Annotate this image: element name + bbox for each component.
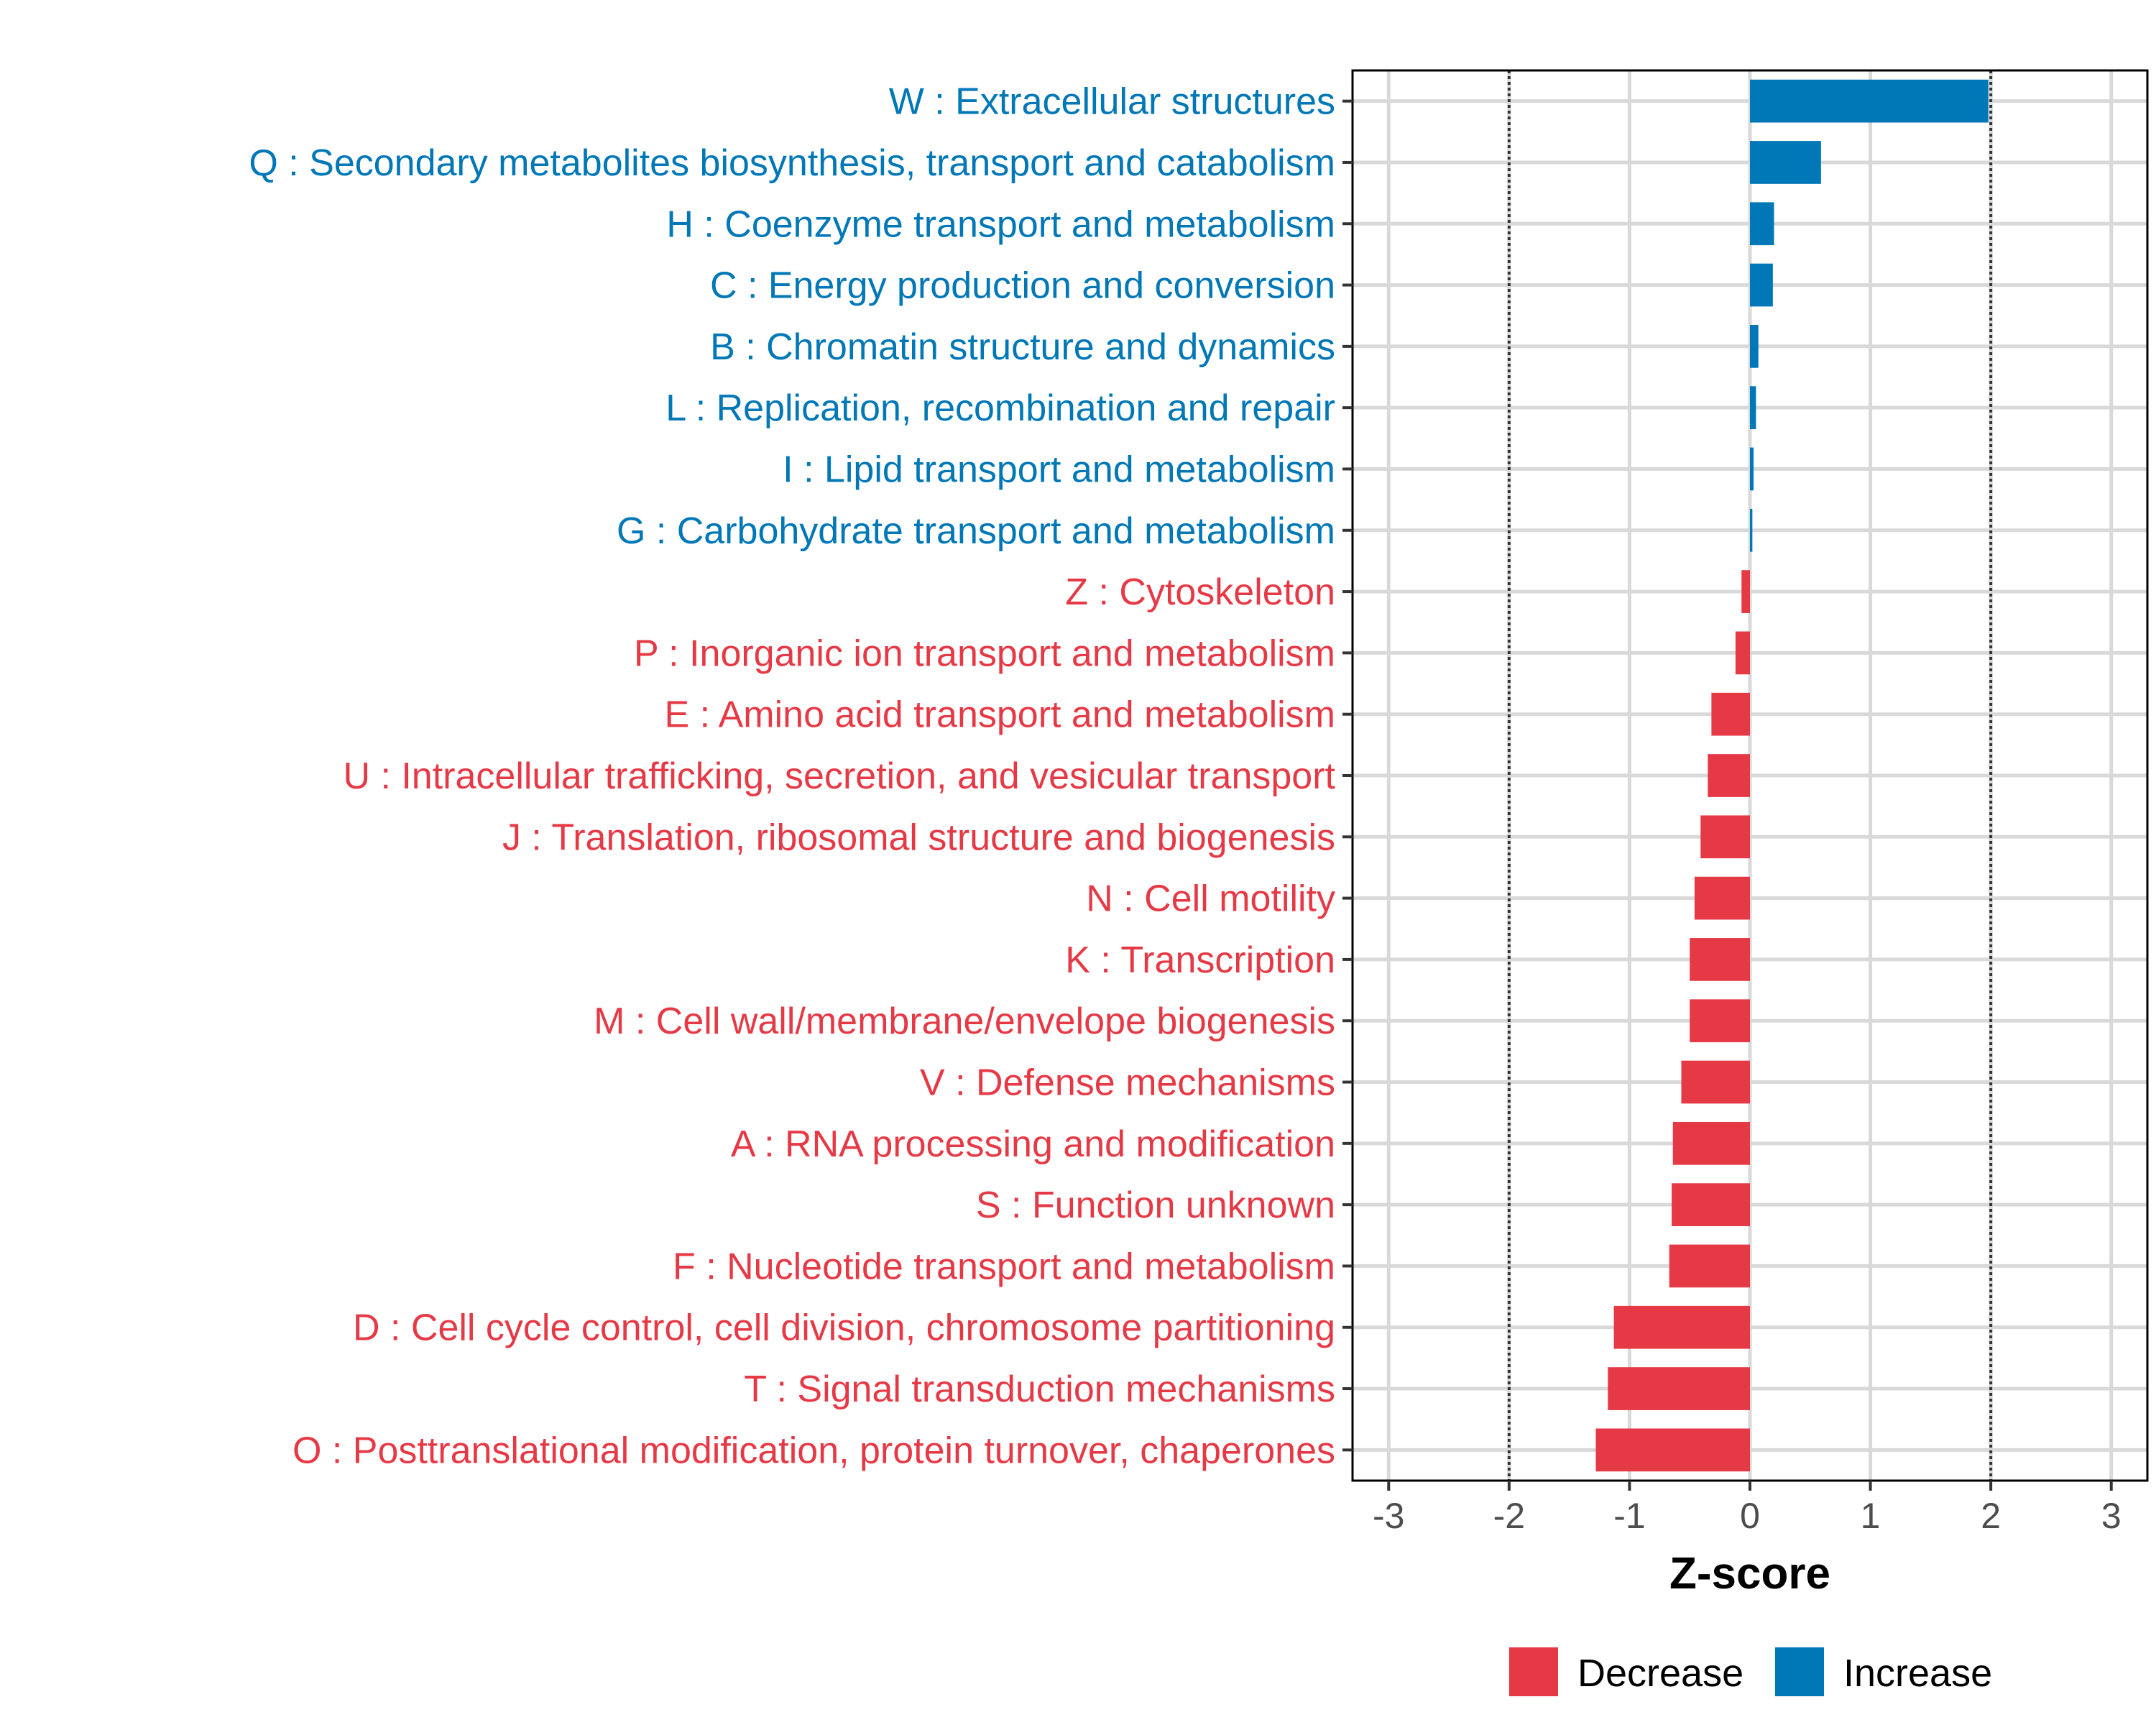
- category-label: J : Translation, ribosomal structure and…: [502, 816, 1335, 858]
- bar: [1672, 1121, 1750, 1165]
- category-label: L : Replication, recombination and repai…: [665, 387, 1335, 429]
- x-tick-label: -2: [1493, 1496, 1525, 1536]
- category-label: N : Cell motility: [1086, 878, 1335, 920]
- legend: Decrease Increase: [1509, 1647, 1992, 1696]
- bar: [1690, 999, 1750, 1043]
- x-tick-label: 1: [1861, 1496, 1881, 1536]
- category-label: G : Carbohydrate transport and metabolis…: [617, 510, 1335, 552]
- category-label: B : Chromatin structure and dynamics: [710, 326, 1335, 368]
- bar: [1750, 508, 1753, 552]
- legend-swatch: [1775, 1647, 1824, 1696]
- category-labels: W : Extracellular structures Q : Secondar…: [249, 81, 1353, 1471]
- category-label: K : Transcription: [1065, 939, 1335, 981]
- category-label: V : Defense mechanisms: [920, 1062, 1335, 1104]
- category-label: T : Signal transduction mechanisms: [744, 1368, 1335, 1410]
- reference-lines: [1507, 70, 1993, 1481]
- bar: [1672, 1183, 1750, 1226]
- category-label: U : Intracellular trafficking, secretion…: [343, 755, 1335, 797]
- legend-label: Decrease: [1577, 1652, 1743, 1695]
- bar: [1750, 79, 1989, 123]
- x-tick-label: 2: [1981, 1496, 2001, 1536]
- bar: [1750, 325, 1759, 368]
- category-label: S : Function unknown: [976, 1184, 1335, 1226]
- category-label: F : Nucleotide transport and metabolism: [673, 1246, 1335, 1287]
- category-label: E : Amino acid transport and metabolism: [664, 694, 1335, 736]
- x-tick-label: -3: [1373, 1496, 1404, 1536]
- bars: [1595, 79, 1989, 1472]
- category-label: C : Energy production and conversion: [710, 265, 1335, 307]
- bar: [1608, 1367, 1750, 1410]
- bar: [1595, 1428, 1750, 1472]
- x-axis-title: Z-score: [1669, 1549, 1830, 1598]
- bar: [1690, 938, 1750, 981]
- bar: [1669, 1244, 1750, 1288]
- category-label: Q : Secondary metabolites biosynthesis, …: [249, 142, 1335, 184]
- x-tick-label: -1: [1613, 1496, 1645, 1536]
- bar: [1750, 202, 1774, 246]
- category-label: W : Extracellular structures: [889, 81, 1335, 123]
- bar: [1681, 1060, 1750, 1104]
- bar: [1711, 692, 1750, 736]
- category-label: A : RNA processing and modification: [731, 1123, 1335, 1165]
- x-tick-label: 3: [2101, 1496, 2122, 1536]
- category-label: M : Cell wall/membrane/envelope biogenes…: [594, 1000, 1335, 1042]
- bar: [1735, 631, 1750, 675]
- bar: [1741, 570, 1750, 613]
- legend-swatch: [1509, 1647, 1558, 1696]
- bar: [1750, 141, 1821, 184]
- legend-label: Increase: [1843, 1652, 1992, 1695]
- x-tick-label: 0: [1740, 1496, 1760, 1536]
- x-axis-ticks: -3 -2 -1 0 1 2 3: [1373, 1481, 2122, 1536]
- bar: [1708, 754, 1750, 797]
- category-label: Z : Cytoskeleton: [1065, 571, 1335, 613]
- category-label: O : Posttranslational modification, prot…: [292, 1430, 1335, 1471]
- category-label: I : Lipid transport and metabolism: [783, 448, 1335, 490]
- category-label: H : Coenzyme transport and metabolism: [666, 203, 1335, 245]
- category-label: P : Inorganic ion transport and metaboli…: [634, 632, 1335, 674]
- category-label: D : Cell cycle control, cell division, c…: [353, 1307, 1335, 1349]
- bar: [1750, 447, 1754, 491]
- bar: [1700, 815, 1750, 859]
- bar: [1750, 386, 1756, 430]
- bar: [1694, 876, 1750, 920]
- bar: [1613, 1305, 1750, 1349]
- bar: [1750, 263, 1773, 307]
